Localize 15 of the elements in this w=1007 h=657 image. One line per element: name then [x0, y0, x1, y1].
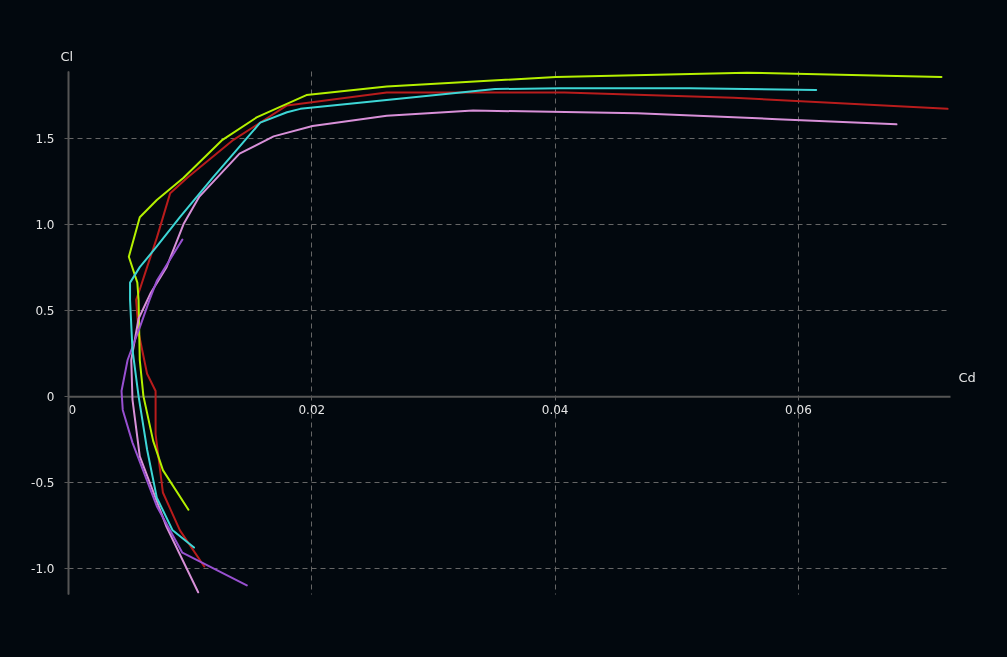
y-tick-label: 1.5: [35, 131, 55, 146]
y-tick-label: -0.5: [31, 475, 55, 490]
y-tick-label: 1.0: [35, 217, 55, 232]
y-tick-label: -1.0: [31, 561, 55, 576]
x-tick-label: 0: [68, 402, 77, 417]
line-series: [127, 71, 943, 511]
x-axis-title: Cd: [958, 369, 976, 385]
line-series: [129, 87, 818, 549]
y-axis-title: Cl: [60, 48, 74, 64]
y-tick-label: 0.5: [35, 303, 55, 318]
x-tick-label: 0.04: [541, 402, 569, 417]
x-tick-label: 0.06: [785, 402, 812, 417]
x-tick-label: 0.02: [298, 402, 326, 417]
y-tick-label: 0: [46, 389, 55, 404]
line-series: [120, 238, 248, 587]
